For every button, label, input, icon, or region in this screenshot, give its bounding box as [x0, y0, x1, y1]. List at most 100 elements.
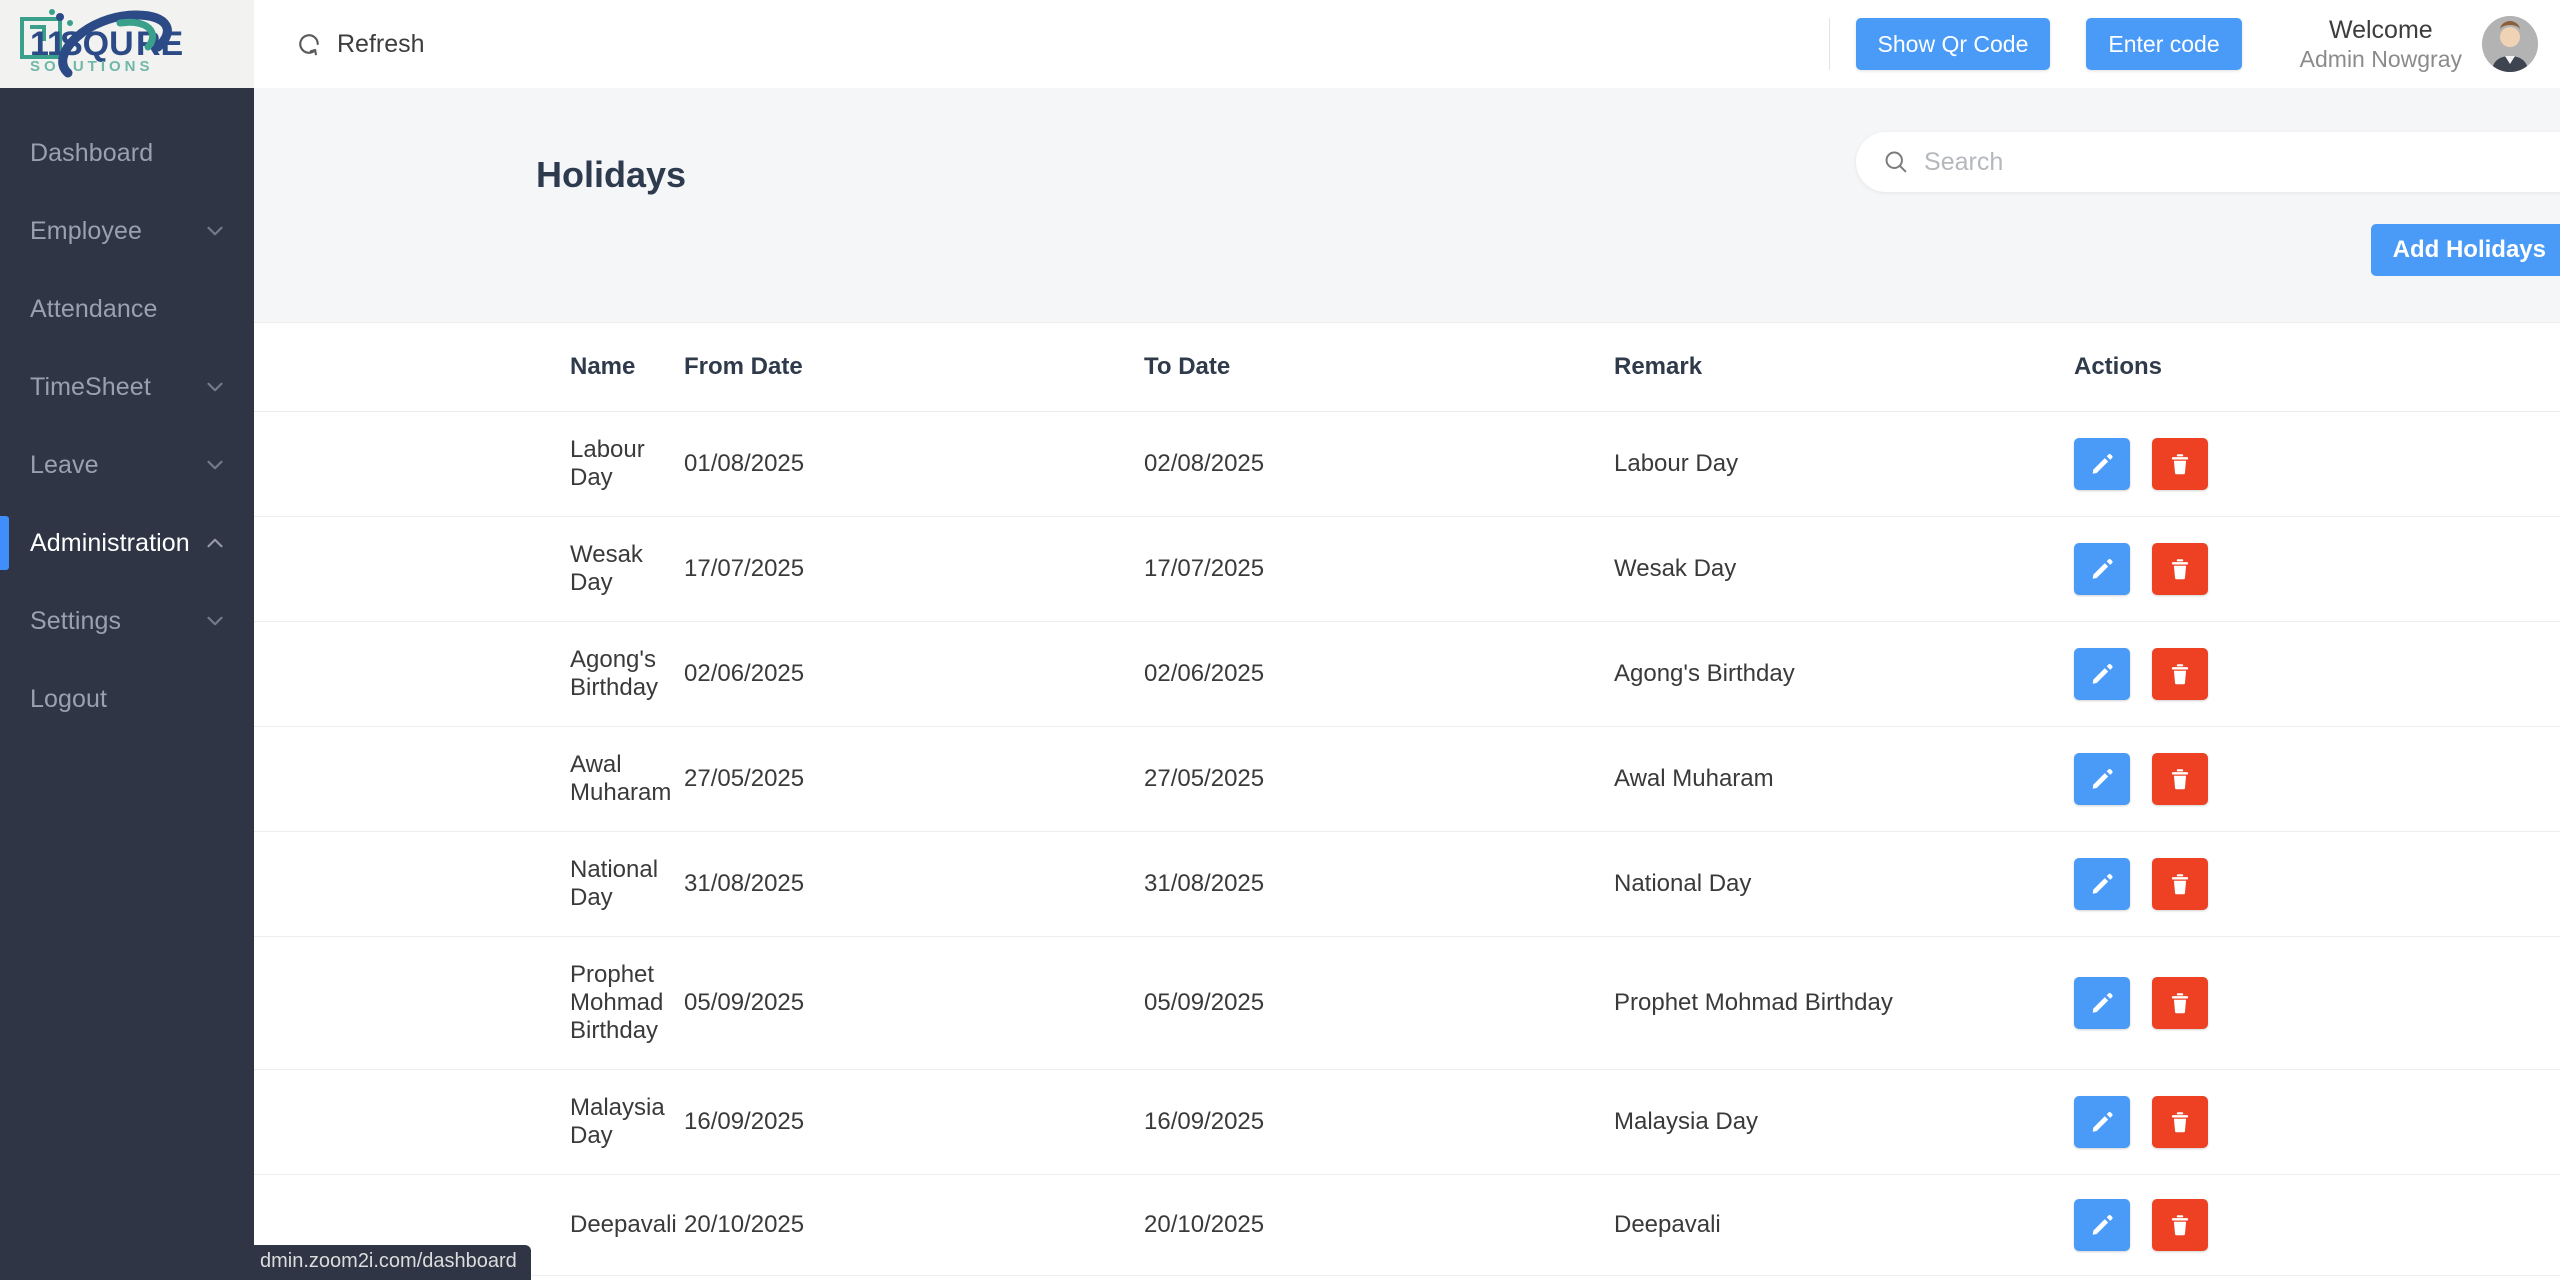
11square-solutions-logo-icon: 11 SQU RE SOLUTIONS: [20, 9, 183, 78]
cell-remark: Labour Day: [1614, 411, 2074, 517]
cell-from-date: 16/09/2025: [684, 1069, 1144, 1175]
pencil-icon: [2089, 871, 2115, 897]
refresh-button[interactable]: Refresh: [284, 23, 435, 65]
search-box[interactable]: [1856, 132, 2560, 192]
chevron-down-icon: [202, 218, 228, 244]
delete-button[interactable]: [2152, 753, 2208, 805]
edit-button[interactable]: [2074, 1199, 2130, 1251]
table-row: Malaysia Day 16/09/2025 16/09/2025 Malaysia…: [254, 1069, 2560, 1175]
cell-remark: Prophet Mohmad Birthday: [1614, 936, 2074, 1070]
edit-button[interactable]: [2074, 753, 2130, 805]
sidebar-item-timesheet[interactable]: TimeSheet: [0, 348, 254, 426]
sidebar-item-label: Administration: [30, 528, 190, 557]
sidebar-item-label: Attendance: [30, 294, 158, 323]
cell-to-date: 25/12/2025: [1144, 1275, 1614, 1280]
edit-button[interactable]: [2074, 858, 2130, 910]
search-input[interactable]: [1924, 132, 2560, 192]
edit-button[interactable]: [2074, 543, 2130, 595]
column-header-name: Name: [254, 323, 684, 412]
sidebar-item-logout[interactable]: Logout: [0, 660, 254, 738]
cell-from-date: 31/08/2025: [684, 831, 1144, 937]
enter-code-button[interactable]: Enter code: [2086, 18, 2242, 70]
cell-remark: Agong's Birthday: [1614, 621, 2074, 727]
table-row: Christmas25/12/202525/12/2025Christmas: [254, 1275, 2560, 1280]
column-header-actions: Actions: [2074, 323, 2560, 412]
edit-button[interactable]: [2074, 977, 2130, 1029]
sidebar-item-administration[interactable]: Administration: [0, 504, 254, 582]
table-row: Deepavali 20/10/2025 20/10/2025 Deepavali: [254, 1174, 2560, 1276]
edit-button[interactable]: [2074, 438, 2130, 490]
main-area: Refresh Show Qr Code Enter code Welcome …: [254, 0, 2560, 1280]
svg-text:SOLUTIONS: SOLUTIONS: [30, 58, 154, 75]
chevron-down-icon: [202, 452, 228, 478]
trash-icon: [2167, 661, 2193, 687]
pencil-icon: [2089, 451, 2115, 477]
cell-remark: Awal Muharam: [1614, 726, 2074, 832]
table-row: National Day 31/08/2025 31/08/2025 National…: [254, 831, 2560, 937]
delete-button[interactable]: [2152, 1096, 2208, 1148]
cell-from-date: 20/10/2025: [684, 1174, 1144, 1276]
cell-name: Wesak Day: [254, 516, 684, 622]
delete-button[interactable]: [2152, 543, 2208, 595]
search-icon: [1882, 148, 1910, 176]
sidebar-item-attendance[interactable]: Attendance: [0, 270, 254, 348]
table-row: Awal Muharam 27/05/2025 27/05/2025 Awal Muh…: [254, 726, 2560, 832]
cell-to-date: 27/05/2025: [1144, 726, 1614, 832]
delete-button[interactable]: [2152, 1199, 2208, 1251]
sidebar-item-leave[interactable]: Leave: [0, 426, 254, 504]
edit-button[interactable]: [2074, 1096, 2130, 1148]
delete-button[interactable]: [2152, 858, 2208, 910]
delete-button[interactable]: [2152, 438, 2208, 490]
holidays-table-container: Name From Date To Date Remark Actions La…: [254, 322, 2560, 1280]
table-row: Prophet Mohmad Birthday 05/09/2025 05/09/2…: [254, 936, 2560, 1070]
cell-actions: [2074, 726, 2560, 832]
cell-actions: [2074, 936, 2560, 1070]
cell-from-date: 02/06/2025: [684, 621, 1144, 727]
cell-to-date: 05/09/2025: [1144, 936, 1614, 1070]
refresh-label: Refresh: [337, 29, 425, 58]
content-area: Holidays Add Holidays: [254, 88, 2560, 1280]
pencil-icon: [2089, 766, 2115, 792]
add-holidays-button[interactable]: Add Holidays: [2370, 224, 2560, 276]
chevron-up-icon: [202, 530, 228, 556]
pencil-icon: [2089, 1212, 2115, 1238]
brand-logo[interactable]: 11 SQU RE SOLUTIONS: [0, 0, 254, 88]
page-header-row: Holidays: [254, 88, 2560, 196]
trash-icon: [2167, 1212, 2193, 1238]
avatar[interactable]: [2482, 16, 2538, 72]
column-header-from-date: From Date: [684, 323, 1144, 412]
refresh-icon: [294, 29, 324, 59]
cell-actions: [2074, 411, 2560, 517]
column-header-remark: Remark: [1614, 323, 2074, 412]
table-header-row: Name From Date To Date Remark Actions: [254, 323, 2560, 412]
table-head: Name From Date To Date Remark Actions: [254, 323, 2560, 412]
user-avatar-icon: [2482, 16, 2538, 72]
cell-name: Agong's Birthday: [254, 621, 684, 727]
sidebar-item-employee[interactable]: Employee: [0, 192, 254, 270]
cell-name: Malaysia Day: [254, 1069, 684, 1175]
add-holidays-row: Add Holidays: [254, 196, 2560, 276]
sidebar-nav: Dashboard Employee Attendance TimeSheet …: [0, 88, 254, 738]
sidebar-item-label: Leave: [30, 450, 99, 479]
trash-icon: [2167, 1109, 2193, 1135]
status-bar-url: dmin.zoom2i.com/dashboard: [254, 1245, 531, 1280]
holidays-table: Name From Date To Date Remark Actions La…: [254, 323, 2560, 1280]
table-row: Wesak Day 17/07/2025 17/07/2025 Wesak Day: [254, 516, 2560, 622]
cell-remark: Wesak Day: [1614, 516, 2074, 622]
cell-actions: [2074, 1174, 2560, 1276]
show-qr-code-button[interactable]: Show Qr Code: [1855, 18, 2051, 70]
cell-name: National Day: [254, 831, 684, 937]
cell-to-date: 20/10/2025: [1144, 1174, 1614, 1276]
trash-icon: [2167, 990, 2193, 1016]
edit-button[interactable]: [2074, 648, 2130, 700]
delete-button[interactable]: [2152, 977, 2208, 1029]
sidebar-item-label: Settings: [30, 606, 122, 635]
cell-to-date: 02/06/2025: [1144, 621, 1614, 727]
header-divider: [1828, 18, 1830, 70]
sidebar-item-settings[interactable]: Settings: [0, 582, 254, 660]
cell-name: Labour Day: [254, 411, 684, 517]
delete-button[interactable]: [2152, 648, 2208, 700]
sidebar-item-label: TimeSheet: [30, 372, 151, 401]
sidebar-item-dashboard[interactable]: Dashboard: [0, 114, 254, 192]
